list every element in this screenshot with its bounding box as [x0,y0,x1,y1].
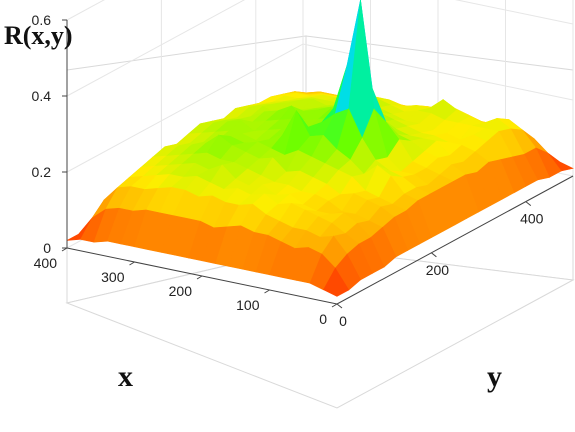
y-tick-label: 400 [520,211,544,227]
z-gridline [66,0,105,21]
x-tick-label: 100 [236,297,260,313]
x-tick-mark [331,303,338,308]
y-tick-label: 200 [426,262,450,278]
y-axis-line [336,175,574,305]
y-tick-mark [336,303,343,309]
surface-patch [323,267,350,297]
x-tick-label: 0 [319,311,327,327]
z-axis-label: R(x,y) [4,21,73,50]
surface-mesh [66,0,574,297]
z-tick-label: 0 [43,240,51,256]
x-tick-mark [196,275,203,280]
z-tick-label: 0.2 [32,164,52,180]
x-tick-label: 200 [169,283,193,299]
z-tick-label: 0.6 [32,12,52,28]
y-tick-mark [525,201,532,206]
x-tick-label: 300 [101,269,125,285]
y-tick-label: 0 [339,313,347,329]
z-tick-label: 0.4 [32,88,52,104]
x-tick-mark [264,289,270,294]
z-gridline [66,0,574,97]
y-tick-mark [431,252,437,258]
y-axis-label: y [487,360,502,393]
x-tick-label: 400 [34,255,58,271]
x-axis-label: x [118,360,133,393]
x-tick-mark [129,261,135,266]
